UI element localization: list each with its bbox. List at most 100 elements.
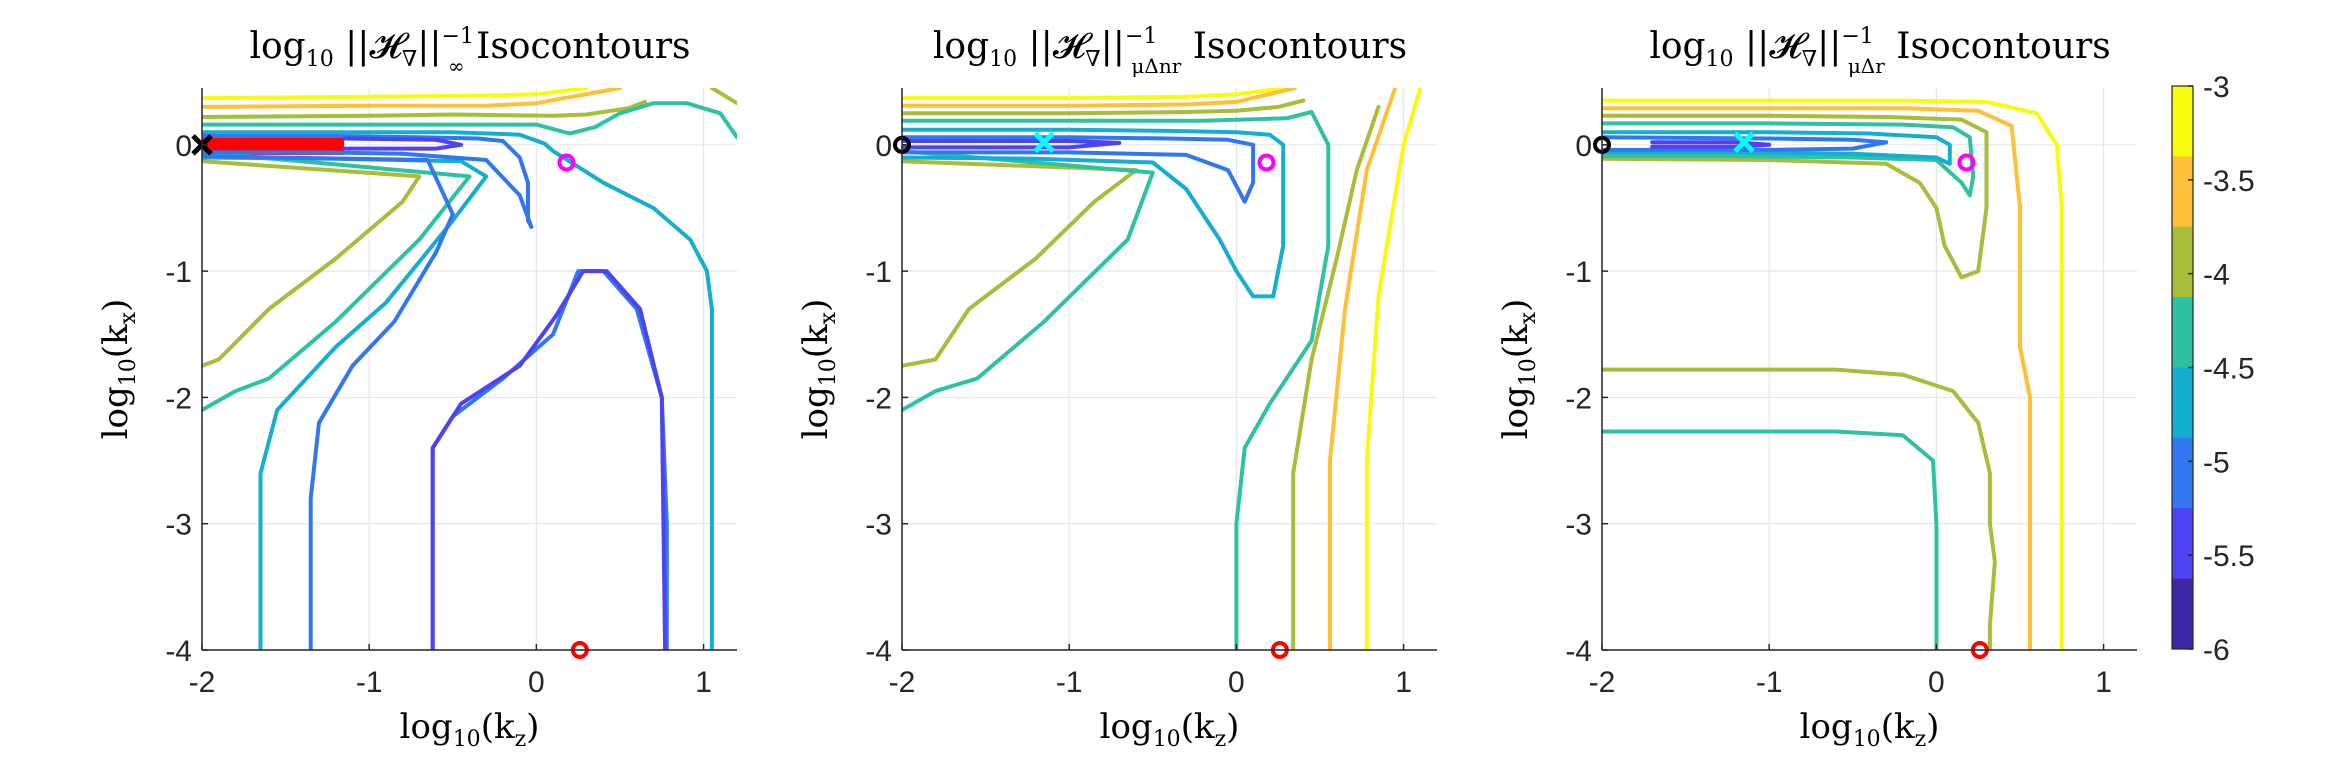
colorbar-segment	[2172, 156, 2193, 228]
x-tick-label: 1	[2095, 666, 2112, 699]
x-tick-label: -1	[1056, 666, 1083, 699]
contour-line	[202, 88, 622, 109]
xlabel-base: 10	[1153, 727, 1181, 752]
title-log-base: 10	[306, 47, 334, 72]
title-suffix: Isocontours	[465, 26, 691, 67]
colorbar-segment	[2172, 578, 2193, 650]
title-log: log	[249, 26, 305, 67]
contour-line	[202, 101, 737, 140]
contour-line	[902, 127, 1286, 299]
y-tick-label: -4	[865, 635, 892, 668]
contour-line	[342, 136, 464, 151]
y-tick-label: -4	[1565, 635, 1592, 668]
contour-line	[902, 149, 1155, 412]
contour-line	[202, 150, 472, 412]
colorbar-tick-label: -3.5	[2203, 165, 2255, 198]
x-tick-label: 1	[1395, 666, 1412, 699]
xlabel-arg: (k	[1181, 707, 1215, 747]
title-norm-type: ∞	[448, 54, 465, 78]
colorbar-tick-label: -6	[2203, 634, 2230, 667]
colorbar-segment	[2172, 297, 2193, 368]
marker-circle	[1257, 153, 1276, 172]
ylabel-base: 10	[1516, 358, 1541, 386]
x-axis-label: log10(kz)	[1100, 707, 1240, 752]
x-tick-label: 0	[1928, 666, 1945, 699]
contour-lines	[1602, 98, 2064, 650]
title-norm-close: ||	[417, 26, 441, 67]
ylabel-base: 10	[116, 358, 141, 386]
xlabel-log: log	[400, 707, 453, 747]
colorbar-segment	[2172, 367, 2193, 439]
title-power: −1	[1125, 24, 1157, 49]
x-axis-label: log10(kz)	[400, 707, 540, 752]
title-norm-close: ||	[1101, 26, 1125, 67]
colorbar-tick-label: -5	[2203, 446, 2230, 479]
x-tick-label: -2	[1589, 666, 1616, 699]
contour-line	[902, 139, 1122, 150]
chart-title: log10 ||𝓗∇||−1 μΔnr Isocontours	[933, 24, 1407, 78]
xlabel-arg-sub: z	[1215, 727, 1227, 752]
contour-line	[902, 88, 1289, 101]
y-tick-label: -3	[865, 509, 892, 542]
title-log: log	[1649, 26, 1705, 67]
title-norm: ||𝓗	[334, 26, 411, 67]
ylabel-close: )	[796, 299, 836, 312]
contour-lines	[902, 88, 1423, 650]
marker-circle	[557, 153, 576, 172]
x-tick-label: -1	[356, 666, 383, 699]
xlabel-arg-sub: z	[1915, 727, 1927, 752]
ylabel-log: log	[96, 386, 136, 439]
colorbar-segment	[2172, 437, 2193, 509]
title-norm: ||𝓗	[1734, 26, 1811, 67]
title-norm-close: ||	[1817, 26, 1841, 67]
title-nabla: ∇	[1085, 47, 1100, 72]
contour-line	[1602, 121, 1976, 198]
y-tick-label: -2	[865, 382, 892, 415]
y-tick-label: -1	[1565, 256, 1592, 289]
marker-x	[1033, 131, 1055, 154]
marker-x	[1733, 131, 1755, 154]
colorbar-tick-label: -3	[2203, 71, 2230, 104]
marker-circle	[1957, 153, 1976, 172]
xlabel-arg: (k	[481, 707, 515, 747]
ylabel-arg-sub: x	[1516, 311, 1541, 324]
ylabel-close: )	[1496, 299, 1536, 312]
xlabel-log: log	[1800, 707, 1853, 747]
x-tick-label: -2	[189, 666, 216, 699]
contour-line	[1602, 113, 1989, 280]
contour-line	[1602, 135, 1889, 152]
x-tick-label: 0	[1228, 666, 1245, 699]
xlabel-base: 10	[1853, 727, 1881, 752]
colorbar-segment	[2172, 226, 2193, 298]
title-log: log	[933, 26, 989, 67]
y-axis-label: log10(kx)	[796, 299, 841, 440]
title-norm-type: μΔr	[1848, 54, 1885, 78]
xlabel-close: )	[526, 707, 539, 747]
y-tick-label: -2	[165, 382, 192, 415]
title-log-base: 10	[1706, 47, 1734, 72]
contour-line	[1602, 429, 1939, 650]
y-tick-label: 0	[175, 130, 192, 163]
xlabel-arg-sub: z	[515, 727, 527, 752]
contour-line	[430, 269, 668, 650]
colorbar-segment	[2172, 86, 2193, 157]
xlabel-close: )	[1926, 707, 1939, 747]
ylabel-log: log	[796, 386, 836, 439]
y-tick-label: 0	[1575, 130, 1592, 163]
contour-line	[202, 99, 647, 119]
xlabel-arg: (k	[1881, 707, 1915, 747]
contour-lines	[202, 88, 737, 650]
plot-area	[202, 88, 737, 650]
ylabel-arg: (k	[96, 324, 136, 358]
title-power: −1	[442, 24, 474, 49]
xlabel-close: )	[1226, 707, 1239, 747]
y-tick-label: -1	[165, 256, 192, 289]
x-tick-label: 1	[695, 666, 712, 699]
colorbar-tick-label: -4	[2203, 259, 2230, 292]
colorbar: -3 -3.5 -4 -4.5 -5 -5.5 -6	[2171, 71, 2255, 667]
contour-line	[1650, 140, 1772, 149]
